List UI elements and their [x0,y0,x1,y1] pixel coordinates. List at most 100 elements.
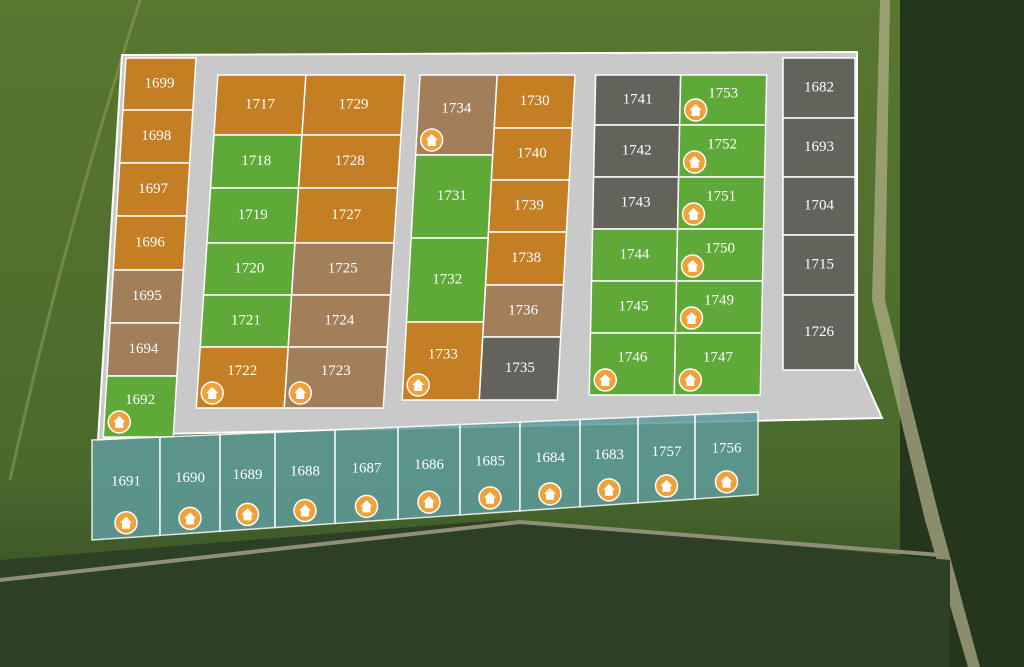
house-shape [544,487,556,500]
plot: 1697 [115,162,191,217]
plot-number: 1738 [511,250,541,266]
plot: 1752 [677,124,767,178]
dirt-road [872,0,980,667]
plot: 1692 [102,375,178,438]
plot-number: 1731 [437,188,467,204]
plot: 1724 [287,294,392,348]
house-shape [599,374,612,386]
house-shape [360,500,373,513]
plot: 1717 [213,74,307,136]
plot: 1698 [118,109,194,164]
plot: 1745 [589,280,678,334]
plot-number: 1727 [331,207,362,223]
plot: 1690 [159,433,221,537]
plot-number: 1704 [804,197,835,213]
plot: 1715 [782,234,856,296]
house-shape [686,260,699,272]
house-icon [406,373,430,397]
plot-number: 1691 [111,474,141,490]
plot-number: 1721 [231,312,261,328]
plot: 1686 [397,423,461,520]
plot: 1722 [195,346,290,409]
plot-number: 1750 [705,240,735,256]
house-shape [720,475,733,488]
plot: 1726 [782,294,856,371]
house-shape [684,374,697,386]
plot: 1739 [487,179,571,233]
plots: 1699 1698 1697 1696 1695 1694 1692 1717 1729 1718… [91,57,856,541]
house-icon [538,482,562,506]
plot: 1694 [106,322,181,377]
plot: 1689 [219,431,276,533]
house-icon [419,128,444,152]
plot: 1735 [478,336,562,401]
plot: 1753 [678,74,768,126]
plot-number: 1745 [619,298,649,314]
house-shape [660,479,673,492]
plot: 1742 [592,124,681,178]
house-shape [425,134,438,146]
house-icon [235,502,260,527]
plot: 1727 [294,187,399,244]
house-icon [678,368,703,392]
plot-number: 1715 [804,256,834,272]
plot-number: 1733 [428,346,458,362]
plot: 1683 [579,416,639,508]
plot-number: 1685 [475,454,505,470]
plot: 1695 [109,269,185,324]
plot: 1734 [414,74,498,156]
plot-number: 1717 [245,96,276,112]
plot: 1744 [590,228,679,282]
plot: 1751 [676,176,766,230]
plot-number: 1756 [712,441,743,457]
plot-number: 1743 [621,194,651,210]
plot: 1732 [405,237,489,323]
house-shape [120,516,132,529]
plot-number: 1684 [535,450,566,466]
plot-number: 1682 [804,79,834,95]
plot: 1740 [490,127,573,181]
plot: 1682 [782,57,856,119]
house-shape [113,416,126,428]
house-icon [714,470,739,494]
house-icon [680,254,705,278]
plot: 1696 [112,215,188,271]
house-icon [681,202,706,226]
plot-number: 1751 [706,188,736,204]
house-icon [679,306,704,330]
plot-number: 1724 [324,312,355,328]
house-icon [417,490,441,514]
plot-number: 1694 [129,341,160,357]
house-shape [689,104,702,116]
house-icon [107,410,132,434]
plot: 1685 [459,421,521,516]
plot-number: 1723 [321,363,351,379]
plot: 1747 [673,332,763,396]
plot: 1687 [334,426,399,525]
house-shape [423,496,435,509]
plot-number: 1689 [233,467,263,483]
plot-number: 1757 [652,444,683,460]
plot-number: 1695 [132,288,162,304]
house-shape [299,504,311,517]
house-icon [654,474,679,498]
village-road [0,519,941,582]
plot: 1736 [481,284,565,338]
house-icon [593,368,618,392]
plot: 1741 [593,74,682,126]
plot-number: 1730 [520,93,550,109]
plot-number: 1693 [804,139,834,155]
plot: 1718 [209,134,303,189]
house-icon [200,381,224,405]
plot-number: 1688 [290,464,320,480]
plot-number: 1719 [238,207,268,223]
house-shape [412,379,425,391]
plot-number: 1697 [138,181,169,197]
house-icon [683,98,708,122]
house-shape [685,312,698,324]
plot: 1699 [122,57,197,111]
plot-number: 1744 [620,246,651,262]
house-icon [682,150,707,174]
